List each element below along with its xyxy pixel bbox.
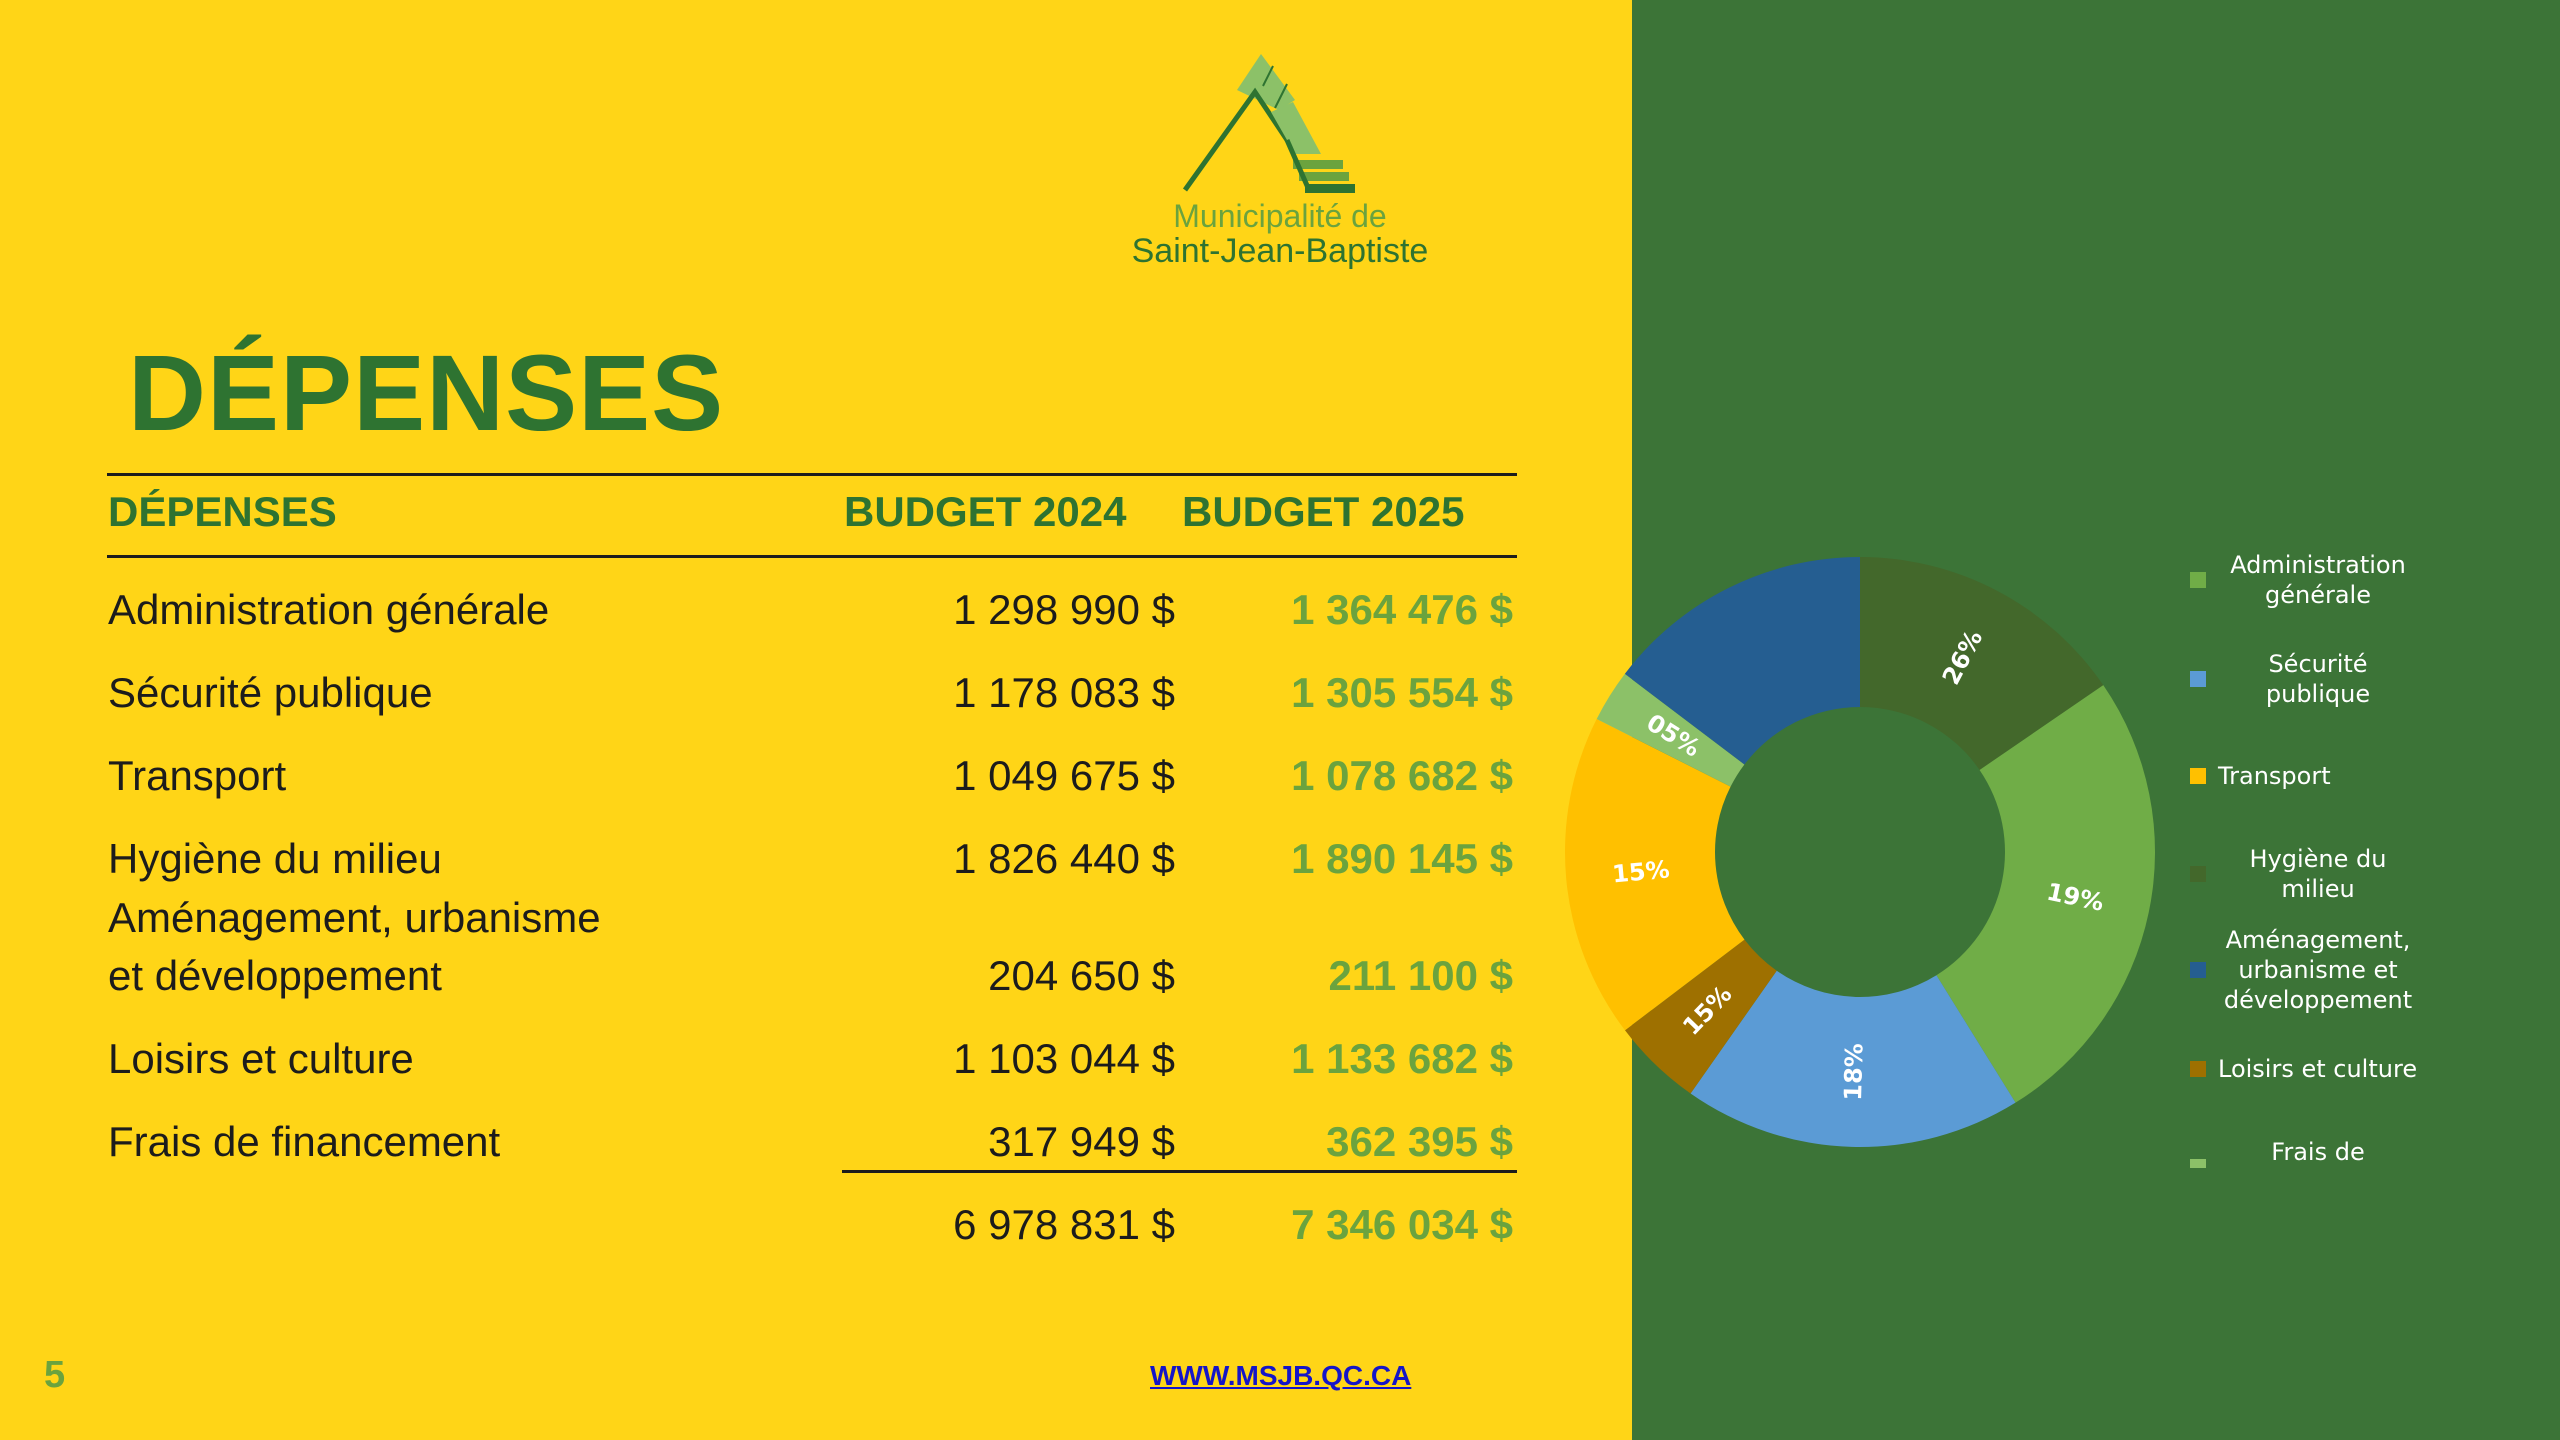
legend-item-5: Loisirs et culture	[2190, 1054, 2480, 1084]
row-label-loisirs: Loisirs et culture	[108, 1035, 414, 1082]
row-2024-amenagement: 204 650 $	[988, 952, 1175, 999]
page-title: DÉPENSES	[128, 332, 725, 453]
row-2025-administration: 1 364 476 $	[1291, 586, 1513, 633]
header-budget-2025: BUDGET 2025	[1182, 488, 1465, 535]
total-2024: 6 978 831 $	[953, 1201, 1175, 1248]
row-label-securite: Sécurité publique	[108, 669, 433, 716]
row-label-transport: Transport	[108, 752, 287, 799]
table-header-rule	[107, 555, 1517, 558]
row-2025-transport: 1 078 682 $	[1291, 752, 1513, 799]
legend-swatch-2	[2190, 768, 2206, 784]
donut-data-label-4: 15%	[1611, 855, 1671, 888]
row-2024-administration: 1 298 990 $	[953, 586, 1175, 633]
row-label-hygiene: Hygiène du milieu	[108, 835, 442, 882]
legend-item-2: Transport	[2190, 761, 2480, 791]
row-2024-securite: 1 178 083 $	[953, 669, 1175, 716]
legend-label-3: Hygiène du milieu	[2249, 845, 2387, 903]
legend-swatch-4	[2190, 962, 2206, 978]
mountain-logo-icon	[1182, 54, 1355, 193]
legend-swatch-1	[2190, 671, 2206, 687]
website-link[interactable]: WWW.MSJB.QC.CA	[1150, 1360, 1412, 1391]
logo-text-line1: Municipalité de	[1173, 198, 1387, 234]
row-label-administration: Administration générale	[108, 586, 550, 633]
row-2024-hygiene: 1 826 440 $	[953, 835, 1175, 882]
table-top-rule	[107, 473, 1517, 476]
municipality-logo: Municipalité de Saint-Jean-Baptiste	[1115, 52, 1445, 272]
row-label-financement: Frais de financement	[108, 1118, 501, 1165]
legend-item-4: Aménagement, urbanisme et développement	[2190, 925, 2480, 1015]
legend-item-1: Sécurité publique	[2190, 649, 2480, 709]
total-2025: 7 346 034 $	[1291, 1201, 1513, 1248]
legend-swatch-0	[2190, 572, 2206, 588]
legend-label-2: Transport	[2218, 762, 2331, 790]
legend-swatch-6	[2190, 1159, 2206, 1168]
row-2025-amenagement: 211 100 $	[1328, 952, 1513, 999]
row-2025-loisirs: 1 133 682 $	[1291, 1035, 1513, 1082]
row-2024-loisirs: 1 103 044 $	[953, 1035, 1175, 1082]
donut-slice-1	[1936, 685, 2155, 1103]
row-2025-securite: 1 305 554 $	[1291, 669, 1513, 716]
legend-label-5: Loisirs et culture	[2218, 1055, 2418, 1083]
header-depenses: DÉPENSES	[108, 488, 337, 535]
legend-item-3: Hygiène du milieu	[2190, 844, 2480, 904]
row-label-amenagement-line1: Aménagement, urbanisme	[108, 894, 601, 941]
row-2024-transport: 1 049 675 $	[953, 752, 1175, 799]
legend-swatch-5	[2190, 1061, 2206, 1077]
page-number: 5	[44, 1354, 66, 1396]
row-2025-hygiene: 1 890 145 $	[1291, 835, 1513, 882]
donut-slice-0	[1860, 557, 2104, 770]
logo-text-line2: Saint-Jean-Baptiste	[1131, 232, 1429, 270]
legend-swatch-3	[2190, 866, 2206, 882]
row-label-amenagement-line2: et développement	[108, 952, 442, 999]
donut-slice-5	[1596, 673, 1745, 787]
donut-slice-6	[1624, 557, 1860, 765]
legend-item-0: Administration générale	[2190, 550, 2480, 610]
header-budget-2024: BUDGET 2024	[844, 488, 1127, 535]
donut-data-label-2: 18%	[1839, 1043, 1869, 1101]
table-total-rule	[842, 1170, 1517, 1173]
donut-slice-3	[1624, 939, 1777, 1094]
legend-label-4: Aménagement, urbanisme et développement	[2223, 926, 2413, 1014]
row-2025-financement: 362 395 $	[1326, 1118, 1513, 1165]
legend-label-1: Sécurité publique	[2265, 650, 2371, 708]
chart-legend: Administration générale Sécurité publique…	[2180, 540, 2510, 1168]
legend-label-6: Frais de financement	[2271, 1138, 2365, 1166]
donut-slice-2	[1690, 970, 2016, 1147]
legend-item-6: Frais de financement	[2190, 1137, 2480, 1168]
left-panel	[0, 0, 1632, 1440]
row-2024-financement: 317 949 $	[988, 1118, 1175, 1165]
donut-slice-4	[1565, 719, 1745, 1031]
legend-label-0: Administration générale	[2230, 551, 2406, 609]
